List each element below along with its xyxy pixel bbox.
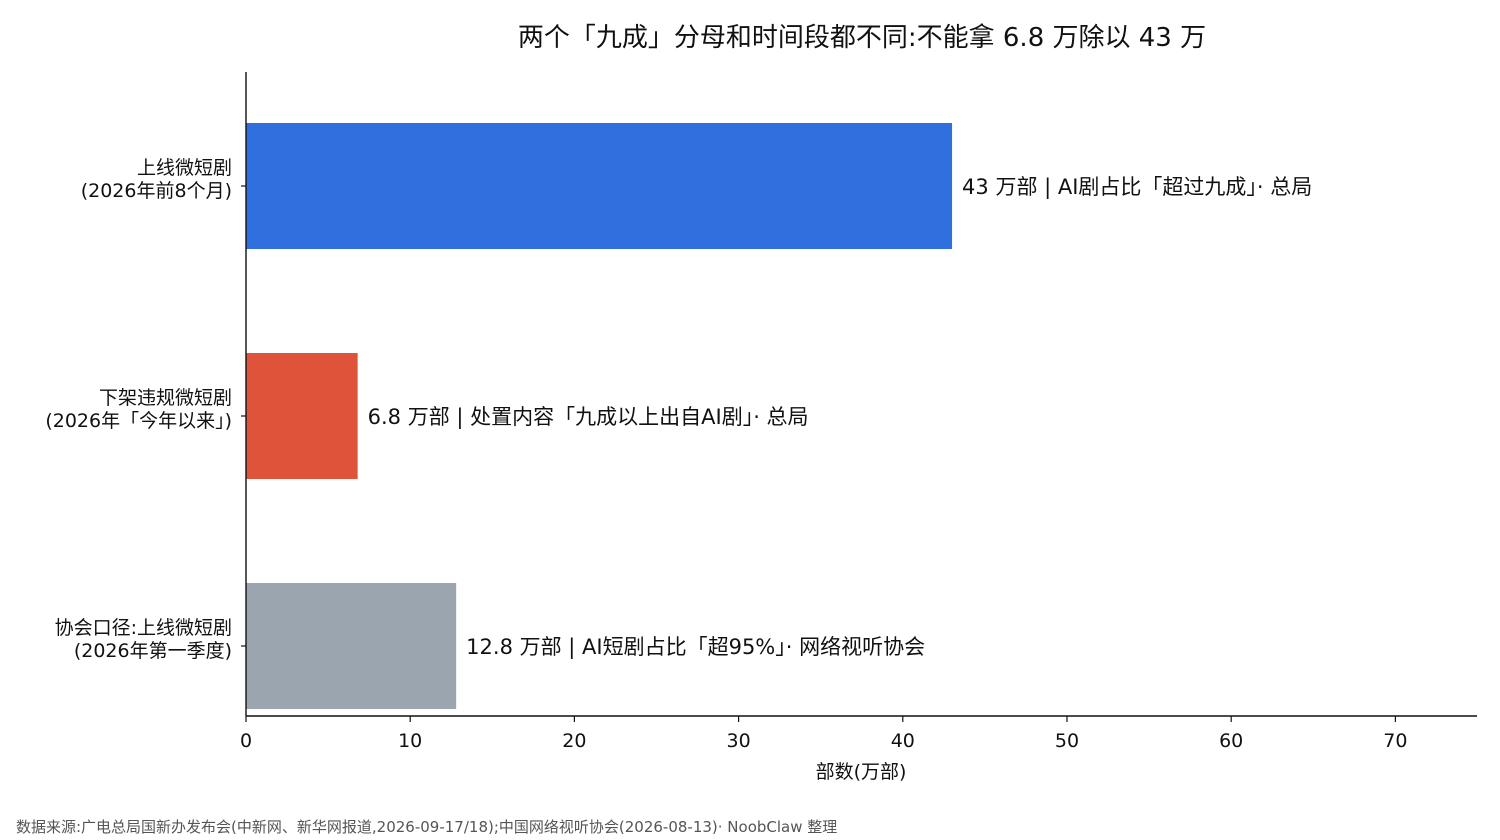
bar-2 — [246, 583, 457, 709]
bar-1 — [246, 353, 358, 479]
data-labels-layer: 43 万部 | AI剧占比「超过九成」· 总局 6.8 万部 | 处置内容「九成以… — [368, 175, 1313, 660]
x-axis: 0 10 20 30 40 50 60 70 — [240, 715, 1477, 752]
bars-layer — [246, 123, 953, 709]
category-label-2-line-1: (2026年第一季度) — [74, 640, 232, 662]
x-tick-label-0: 0 — [240, 730, 252, 752]
category-label-2-line-0: 协会口径:上线微短剧 — [55, 617, 232, 639]
bar-value-label-2: 12.8 万部 | AI短剧占比「超95%」· 网络视听协会 — [466, 635, 925, 660]
x-tick-label-2: 20 — [562, 730, 586, 752]
category-label-0-line-0: 上线微短剧 — [137, 157, 232, 179]
bar-value-label-0: 43 万部 | AI剧占比「超过九成」· 总局 — [962, 175, 1312, 200]
source-note: 数据来源:广电总局国新办发布会(中新网、新华网报道,2026-09-17/18)… — [16, 818, 838, 836]
bar-value-label-1: 6.8 万部 | 处置内容「九成以上出自AI剧」· 总局 — [368, 405, 809, 430]
x-tick-label-3: 30 — [727, 730, 751, 752]
y-axis: 上线微短剧(2026年前8个月) 下架违规微短剧(2026年「今年以来」) 协会口径… — [45, 72, 247, 716]
category-label-1-line-0: 下架违规微短剧 — [99, 387, 232, 409]
x-tick-label-7: 70 — [1383, 730, 1407, 752]
category-label-1-line-1: (2026年「今年以来」) — [45, 410, 232, 432]
bar-0 — [246, 123, 953, 249]
chart-title: 两个「九成」分母和时间段都不同:不能拿 6.8 万除以 43 万 — [518, 23, 1206, 53]
x-axis-label: 部数(万部) — [816, 761, 907, 783]
x-tick-label-5: 50 — [1055, 730, 1079, 752]
x-tick-label-6: 60 — [1219, 730, 1243, 752]
x-tick-label-4: 40 — [891, 730, 915, 752]
x-tick-label-1: 10 — [398, 730, 422, 752]
category-label-0-line-1: (2026年前8个月) — [81, 180, 232, 202]
